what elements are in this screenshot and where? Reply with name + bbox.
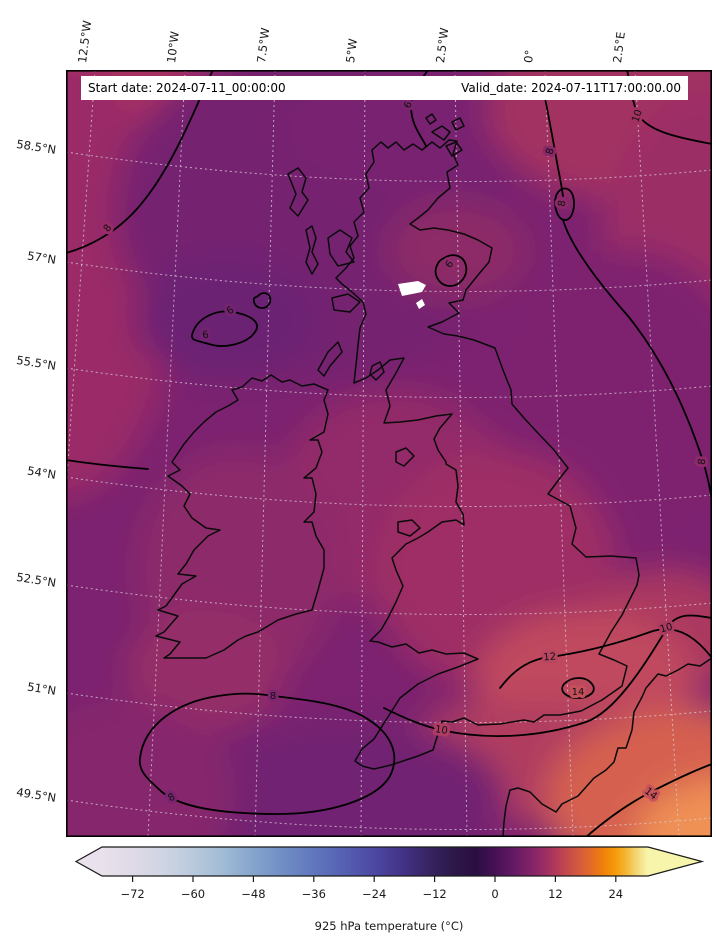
- y-tick-label: 58.5°N: [15, 136, 58, 157]
- masked-data-patch: [398, 281, 426, 309]
- y-tick-label: 55.5°N: [15, 352, 58, 373]
- x-tick-label: 5°W: [343, 37, 360, 64]
- colorbar-gradient: [102, 847, 648, 876]
- contour-label: 8: [697, 458, 709, 465]
- graticule-gridlines: [66, 70, 712, 837]
- colorbar-tick: 12: [548, 887, 563, 901]
- map-frame: [66, 70, 712, 837]
- coast-great-britain: [335, 139, 640, 770]
- start-date-text: Start date: 2024-07-11_00:00:00: [88, 81, 286, 95]
- y-tick-label: 52.5°N: [15, 569, 58, 590]
- contour-label: 10: [434, 724, 448, 737]
- valid-date-text: Valid_date: 2024-07-11T17:00:00.00: [461, 81, 681, 95]
- colorbar-tick: −72: [120, 887, 144, 901]
- coastlines: [155, 113, 712, 837]
- contour-label: 8: [270, 691, 276, 702]
- x-tick-label: 12.5°W: [75, 19, 95, 64]
- contour-label: 12: [543, 651, 557, 663]
- colorbar-tick: −12: [422, 887, 446, 901]
- colorbar-right-arrow: [648, 847, 702, 876]
- x-tick-label: 7.5°W: [254, 26, 273, 64]
- y-tick-label: 54°N: [26, 463, 58, 482]
- colorbar-tick-labels: −72 −60 −48 −36 −24 −12 0 12 24: [120, 887, 623, 901]
- map-title-bar: Start date: 2024-07-11_00:00:00 Valid_da…: [81, 76, 688, 100]
- colorbar: −72 −60 −48 −36 −24 −12 0 12 24 925 hPa …: [74, 846, 705, 933]
- x-tick-label: 2.5°E: [610, 30, 628, 64]
- contour-label: 14: [572, 687, 585, 698]
- coast-ireland: [155, 374, 329, 659]
- y-tick-label: 51°N: [26, 679, 58, 698]
- temperature-field: [66, 70, 712, 837]
- colorbar-axis-label: 925 hPa temperature (°C): [315, 919, 464, 933]
- colorbar-outline: [74, 846, 705, 877]
- x-tick-label: 10°W: [164, 30, 182, 64]
- x-tick-label: 2.5°W: [433, 26, 452, 64]
- colorbar-tick: −48: [241, 887, 265, 901]
- colorbar-tick-marks: [132, 876, 617, 882]
- y-tick-label: 57°N: [26, 248, 58, 267]
- colorbar-tick: −36: [302, 887, 326, 901]
- coast-islands: [287, 113, 465, 537]
- colorbar-left-arrow: [76, 847, 102, 876]
- contour-lines: [66, 70, 712, 837]
- colorbar-tick: −24: [362, 887, 386, 901]
- y-tick-label: 49.5°N: [15, 784, 58, 805]
- temperature-map: 8 6 6 6 6 8 10 8 8 12 10 14 10 8 8 14: [66, 70, 712, 837]
- x-tick-label: 0°: [521, 49, 537, 64]
- colorbar-tick: 24: [608, 887, 623, 901]
- colorbar-tick: −60: [181, 887, 205, 901]
- colorbar-tick: 0: [491, 887, 498, 901]
- coast-continental-europe: [502, 657, 712, 837]
